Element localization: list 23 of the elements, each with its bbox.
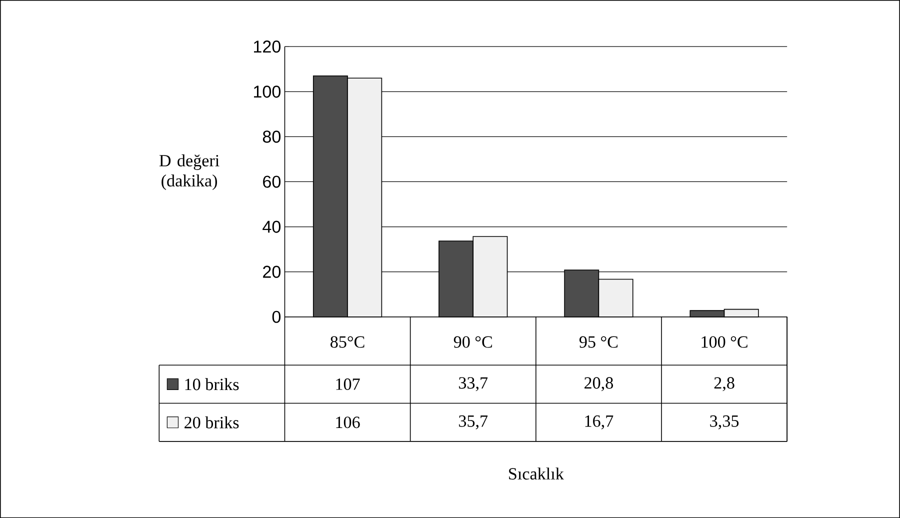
y-tick-label: 0 — [272, 310, 281, 323]
y-tick-label: 100 — [254, 86, 281, 98]
y-axis-title: D değeri (dakika) — [159, 154, 220, 190]
data-label: 35,7 — [458, 415, 488, 430]
data-label: 106 — [336, 416, 360, 428]
data-label: 3,35 — [710, 415, 739, 430]
legend-label: 10 briks — [185, 378, 239, 390]
data-label: 33,7 — [458, 377, 488, 392]
x-tick-label: 100 °C — [702, 336, 748, 348]
data-label: 16,7 — [585, 415, 614, 430]
legend-label: 20 briks — [184, 416, 239, 428]
data-label: 107 — [336, 378, 360, 390]
y-tick-label: 80 — [262, 130, 281, 143]
x-tick-label: 85°C — [330, 336, 364, 348]
text: Sıcaklık — [509, 467, 564, 480]
y-tick-label: 60 — [263, 176, 281, 188]
data-label: 2,8 — [714, 377, 734, 392]
x-tick-label: 90 °C — [454, 336, 492, 348]
y-tick-label: 20 — [263, 266, 281, 278]
x-tick-label: 95 °C — [579, 336, 618, 348]
data-label: 20,8 — [584, 377, 613, 392]
y-tick-label: 40 — [262, 220, 281, 233]
y-tick-label: 120 — [254, 40, 281, 53]
